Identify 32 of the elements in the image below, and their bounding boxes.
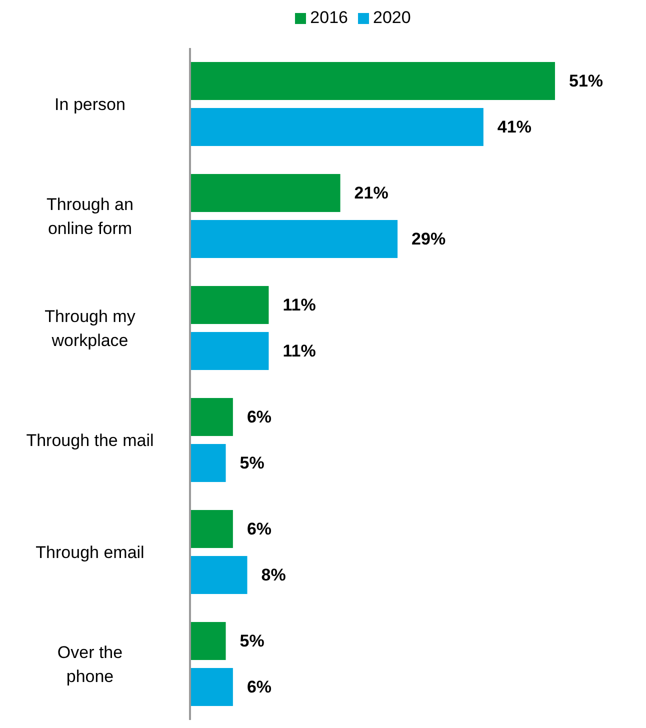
bar bbox=[190, 398, 233, 436]
data-label: 41% bbox=[497, 118, 532, 136]
data-label: 11% bbox=[282, 342, 316, 360]
bar bbox=[190, 174, 340, 212]
data-label: 6% bbox=[246, 678, 272, 696]
data-label: 29% bbox=[412, 230, 446, 248]
data-label: 5% bbox=[240, 632, 264, 650]
data-label: 5% bbox=[240, 454, 264, 472]
y-tick-label: Over the phone bbox=[57, 642, 123, 686]
legend-label: 2016 bbox=[310, 8, 348, 27]
data-label: 6% bbox=[246, 408, 272, 426]
bar bbox=[190, 220, 398, 258]
y-tick-label: Through an online form bbox=[46, 194, 134, 238]
bar bbox=[190, 668, 233, 706]
bar bbox=[190, 556, 248, 594]
data-label: 6% bbox=[246, 520, 272, 538]
y-tick-label: Through my workplace bbox=[44, 306, 136, 350]
bar bbox=[190, 510, 233, 548]
data-label: 11% bbox=[282, 296, 316, 314]
y-tick-label: Through email bbox=[36, 542, 144, 562]
data-label: 8% bbox=[261, 566, 286, 584]
bar bbox=[190, 62, 555, 100]
bar bbox=[190, 286, 269, 324]
y-tick-label: In person bbox=[54, 94, 126, 114]
data-label: 51% bbox=[569, 72, 604, 90]
y-tick-label: Through the mail bbox=[26, 430, 154, 450]
bar bbox=[190, 622, 226, 660]
data-label: 21% bbox=[354, 184, 388, 202]
legend-label: 2020 bbox=[373, 8, 411, 27]
bar bbox=[190, 444, 226, 482]
bar bbox=[190, 332, 269, 370]
bar bbox=[190, 108, 484, 146]
